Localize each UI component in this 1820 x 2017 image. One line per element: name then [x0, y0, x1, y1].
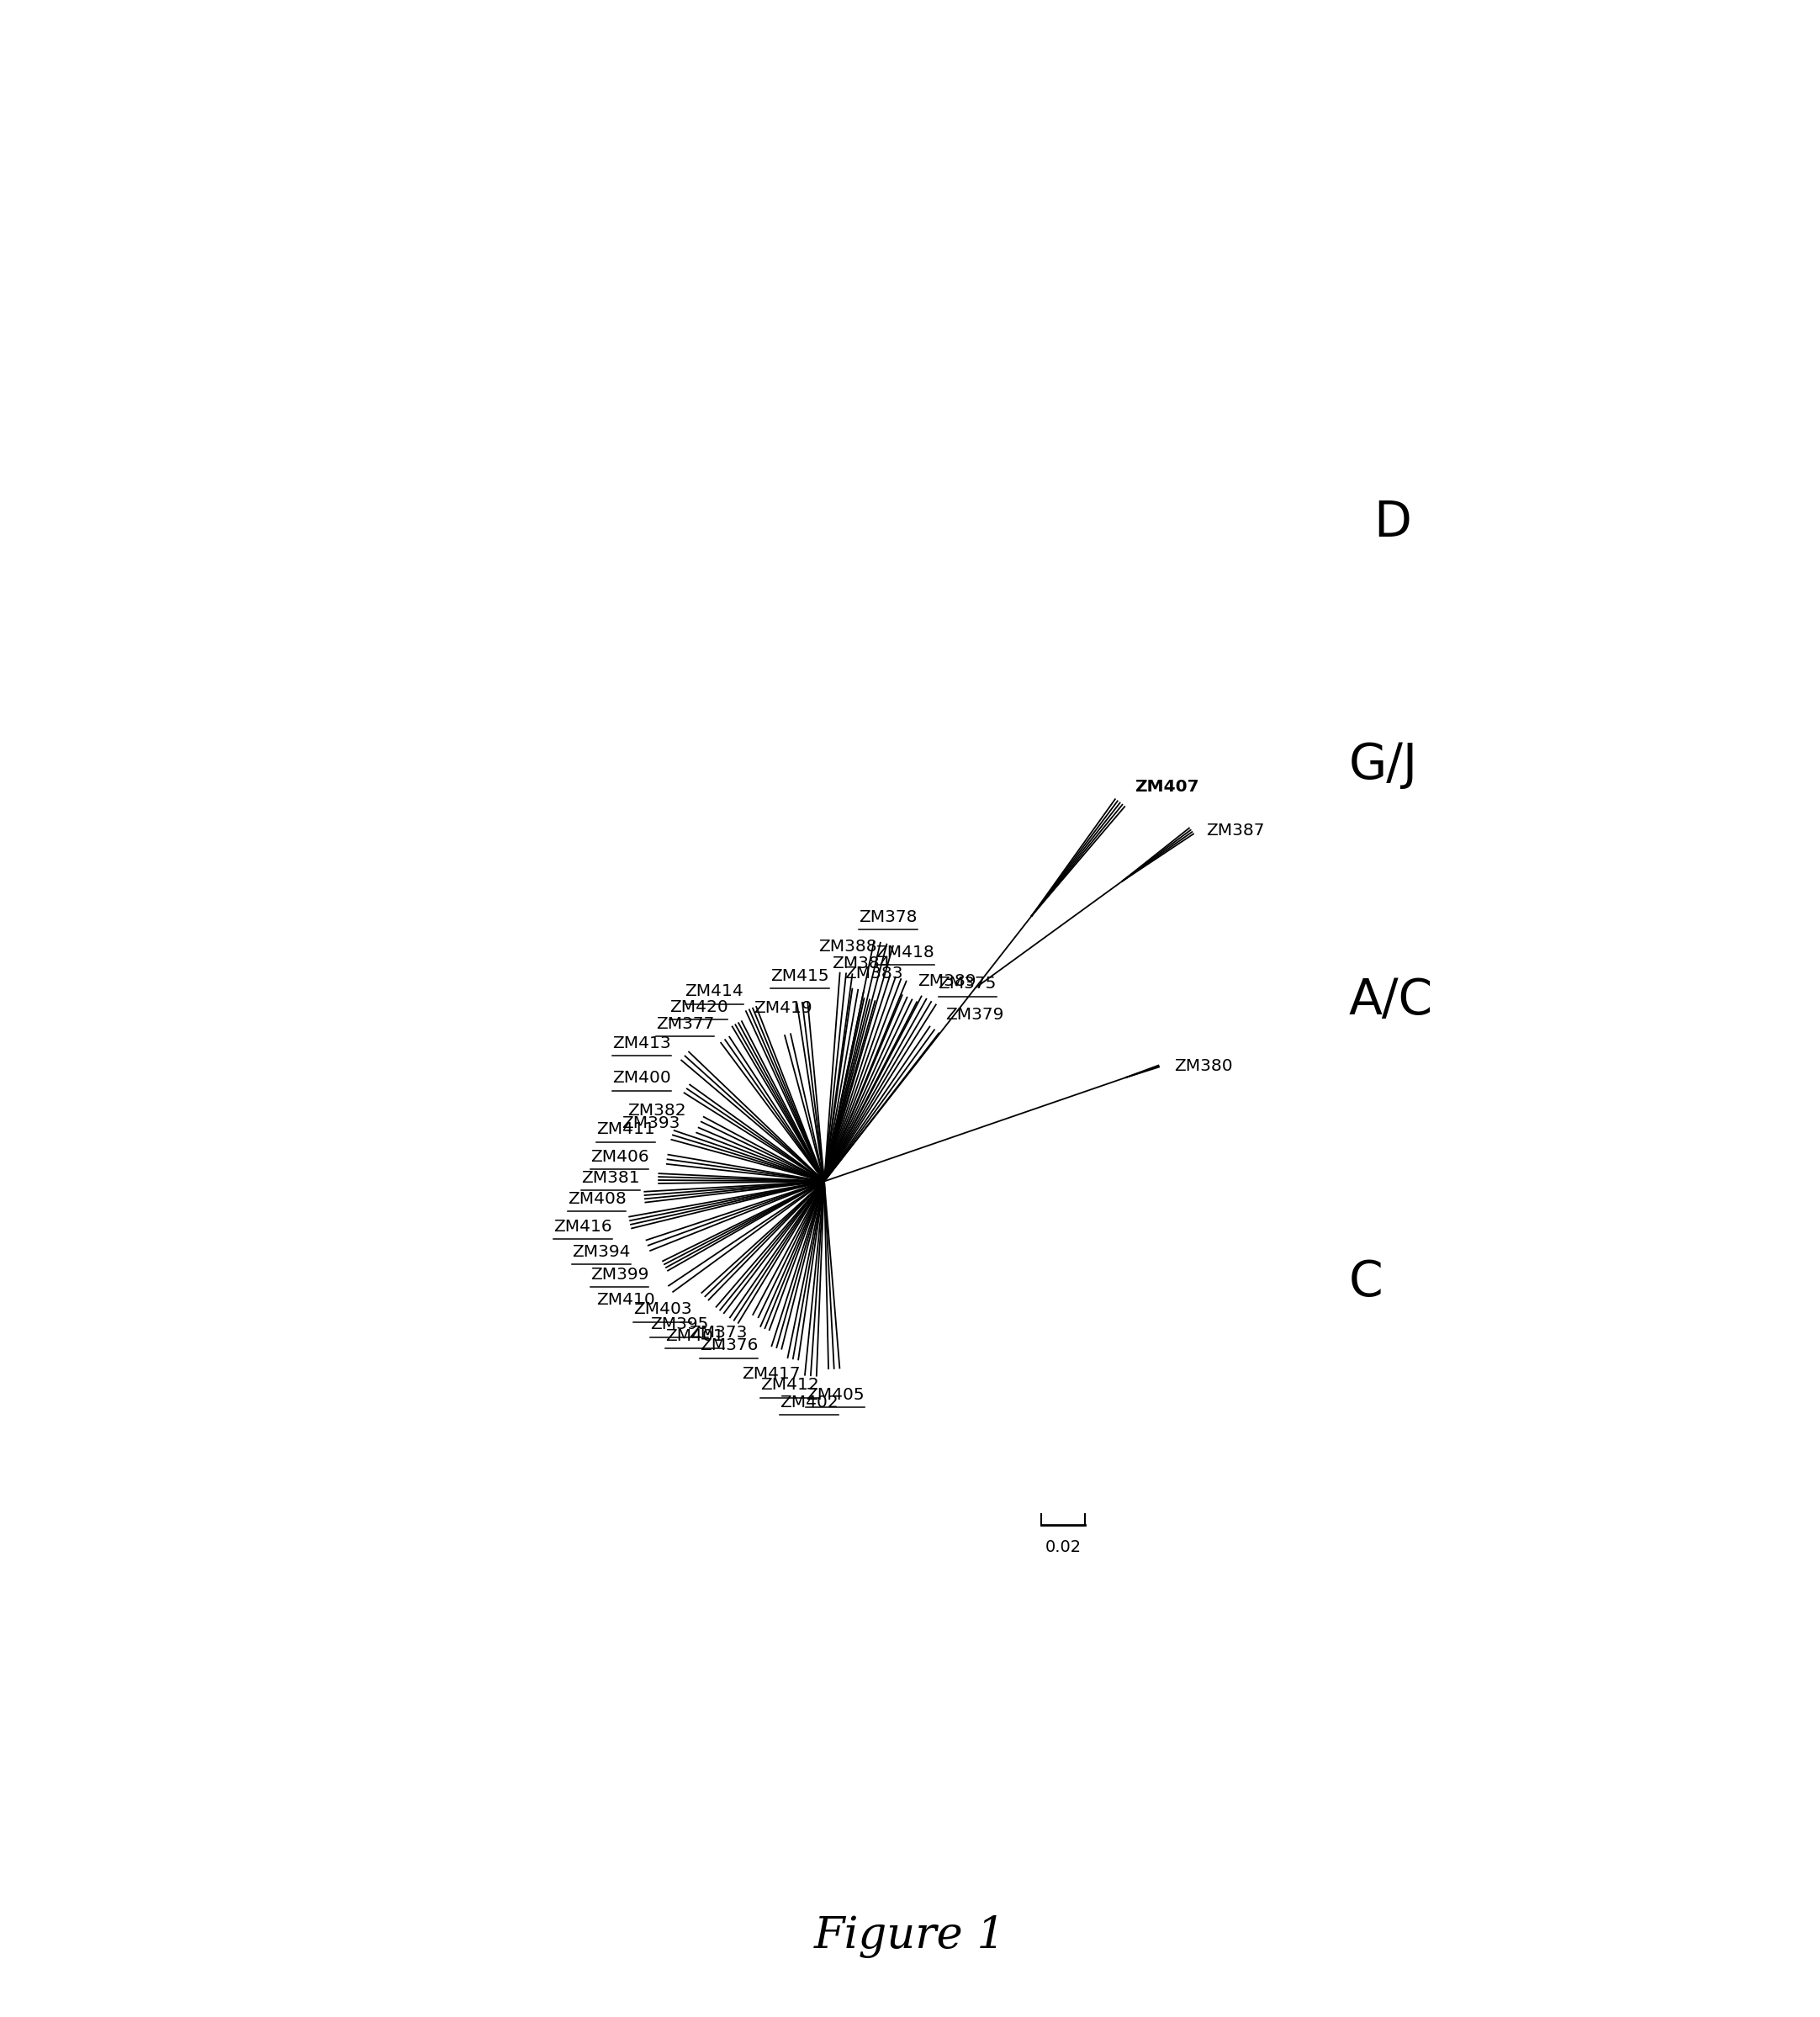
- Text: ZM375: ZM375: [937, 976, 997, 992]
- Text: ZM411: ZM411: [597, 1121, 655, 1138]
- Text: 0.02: 0.02: [1045, 1539, 1081, 1555]
- Text: ZM377: ZM377: [655, 1017, 713, 1033]
- Text: ZM389: ZM389: [917, 974, 976, 990]
- Text: ZM376: ZM376: [699, 1337, 757, 1353]
- Text: ZM401: ZM401: [664, 1327, 724, 1343]
- Text: ZM407: ZM407: [1136, 779, 1199, 795]
- Text: D: D: [1374, 498, 1412, 547]
- Text: ZM382: ZM382: [628, 1103, 686, 1119]
- Text: ZM400: ZM400: [613, 1071, 672, 1087]
- Text: ZM418: ZM418: [875, 944, 934, 960]
- Text: ZM380: ZM380: [1174, 1059, 1232, 1073]
- Text: ZM388: ZM388: [819, 938, 877, 954]
- Text: C: C: [1349, 1259, 1383, 1307]
- Text: A/C: A/C: [1349, 976, 1432, 1025]
- Text: ZM414: ZM414: [684, 984, 744, 1000]
- Text: ZM419: ZM419: [753, 1000, 812, 1017]
- Text: Figure 1: Figure 1: [814, 1914, 1006, 1959]
- Text: ZM373: ZM373: [688, 1325, 746, 1341]
- Text: ZM394: ZM394: [571, 1244, 630, 1261]
- Text: ZM383: ZM383: [844, 966, 903, 982]
- Text: ZM381: ZM381: [581, 1170, 641, 1186]
- Text: ZM408: ZM408: [568, 1190, 626, 1206]
- Text: ZM403: ZM403: [633, 1301, 692, 1317]
- Text: ZM417: ZM417: [743, 1366, 801, 1382]
- Text: ZM402: ZM402: [781, 1394, 839, 1410]
- Text: ZM420: ZM420: [670, 998, 728, 1015]
- Text: ZM416: ZM416: [553, 1218, 612, 1234]
- Text: ZM415: ZM415: [770, 968, 830, 984]
- Text: ZM405: ZM405: [806, 1388, 865, 1404]
- Text: ZM384: ZM384: [832, 956, 890, 972]
- Text: ZM399: ZM399: [590, 1267, 648, 1283]
- Text: ZM395: ZM395: [650, 1317, 708, 1333]
- Text: ZM413: ZM413: [613, 1035, 672, 1051]
- Text: G/J: G/J: [1349, 742, 1418, 789]
- Text: ZM393: ZM393: [622, 1115, 681, 1132]
- Text: ZM406: ZM406: [590, 1150, 648, 1164]
- Text: ZM379: ZM379: [945, 1006, 1005, 1023]
- Text: ZM410: ZM410: [597, 1291, 655, 1307]
- Text: ZM387: ZM387: [1207, 823, 1265, 839]
- Text: ZM378: ZM378: [859, 910, 917, 926]
- Text: ZM412: ZM412: [761, 1378, 819, 1394]
